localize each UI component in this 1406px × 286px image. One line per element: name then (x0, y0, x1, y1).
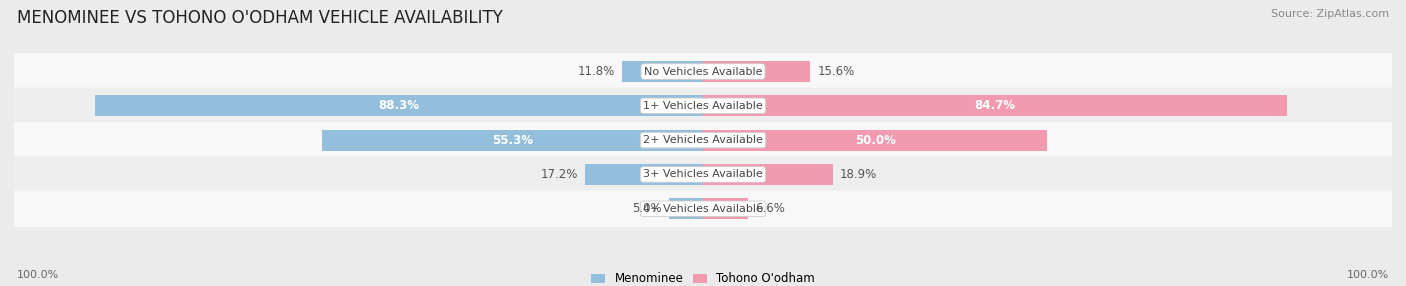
Text: 50.0%: 50.0% (855, 134, 896, 147)
Text: 1+ Vehicles Available: 1+ Vehicles Available (643, 101, 763, 111)
Text: 5.0%: 5.0% (633, 202, 662, 215)
Text: No Vehicles Available: No Vehicles Available (644, 67, 762, 76)
Bar (322, 130, 703, 151)
Bar (703, 61, 810, 82)
FancyBboxPatch shape (14, 88, 1392, 124)
Bar (703, 198, 748, 219)
Text: Source: ZipAtlas.com: Source: ZipAtlas.com (1271, 9, 1389, 19)
Text: 4+ Vehicles Available: 4+ Vehicles Available (643, 204, 763, 214)
FancyBboxPatch shape (14, 122, 1392, 158)
Text: 100.0%: 100.0% (1347, 270, 1389, 280)
Bar (703, 95, 1286, 116)
Text: 18.9%: 18.9% (841, 168, 877, 181)
Text: 55.3%: 55.3% (492, 134, 533, 147)
Bar (94, 95, 703, 116)
FancyBboxPatch shape (14, 156, 1392, 193)
Text: 100.0%: 100.0% (17, 270, 59, 280)
Bar (621, 61, 703, 82)
Text: 3+ Vehicles Available: 3+ Vehicles Available (643, 170, 763, 179)
Bar (703, 130, 1047, 151)
Text: 2+ Vehicles Available: 2+ Vehicles Available (643, 135, 763, 145)
Bar (585, 164, 703, 185)
Text: 11.8%: 11.8% (578, 65, 614, 78)
Bar (669, 198, 703, 219)
Bar (703, 164, 834, 185)
FancyBboxPatch shape (14, 190, 1392, 227)
FancyBboxPatch shape (14, 53, 1392, 90)
Text: 84.7%: 84.7% (974, 99, 1015, 112)
Text: 6.6%: 6.6% (755, 202, 785, 215)
Text: 88.3%: 88.3% (378, 99, 419, 112)
Text: MENOMINEE VS TOHONO O'ODHAM VEHICLE AVAILABILITY: MENOMINEE VS TOHONO O'ODHAM VEHICLE AVAI… (17, 9, 503, 27)
Legend: Menominee, Tohono O'odham: Menominee, Tohono O'odham (588, 269, 818, 286)
Text: 17.2%: 17.2% (540, 168, 578, 181)
Text: 15.6%: 15.6% (817, 65, 855, 78)
